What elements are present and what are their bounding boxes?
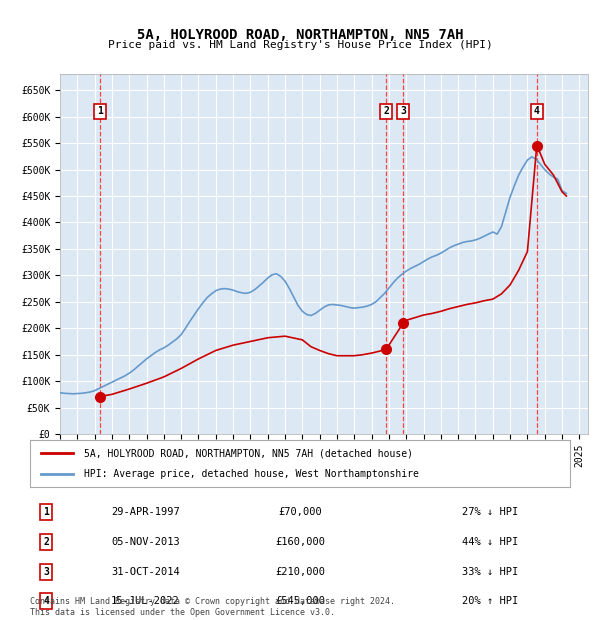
Text: Price paid vs. HM Land Registry's House Price Index (HPI): Price paid vs. HM Land Registry's House …	[107, 40, 493, 50]
Text: HPI: Average price, detached house, West Northamptonshire: HPI: Average price, detached house, West…	[84, 469, 419, 479]
Text: 27% ↓ HPI: 27% ↓ HPI	[462, 507, 518, 517]
Text: 3: 3	[400, 107, 406, 117]
Text: 33% ↓ HPI: 33% ↓ HPI	[462, 567, 518, 577]
Text: 5A, HOLYROOD ROAD, NORTHAMPTON, NN5 7AH (detached house): 5A, HOLYROOD ROAD, NORTHAMPTON, NN5 7AH …	[84, 448, 413, 458]
Text: 44% ↓ HPI: 44% ↓ HPI	[462, 537, 518, 547]
Text: £160,000: £160,000	[275, 537, 325, 547]
Text: 31-OCT-2014: 31-OCT-2014	[111, 567, 180, 577]
Text: 20% ↑ HPI: 20% ↑ HPI	[462, 596, 518, 606]
Text: £545,000: £545,000	[275, 596, 325, 606]
Text: £210,000: £210,000	[275, 567, 325, 577]
Text: £70,000: £70,000	[278, 507, 322, 517]
Text: 4: 4	[534, 107, 539, 117]
Text: 15-JUL-2022: 15-JUL-2022	[111, 596, 180, 606]
Text: 4: 4	[43, 596, 49, 606]
Text: 3: 3	[43, 567, 49, 577]
Text: Contains HM Land Registry data © Crown copyright and database right 2024.
This d: Contains HM Land Registry data © Crown c…	[30, 598, 395, 617]
Text: 2: 2	[43, 537, 49, 547]
Text: 29-APR-1997: 29-APR-1997	[111, 507, 180, 517]
Text: 1: 1	[97, 107, 103, 117]
Text: 05-NOV-2013: 05-NOV-2013	[111, 537, 180, 547]
Text: 1: 1	[43, 507, 49, 517]
Text: 5A, HOLYROOD ROAD, NORTHAMPTON, NN5 7AH: 5A, HOLYROOD ROAD, NORTHAMPTON, NN5 7AH	[137, 28, 463, 42]
Text: 2: 2	[383, 107, 389, 117]
